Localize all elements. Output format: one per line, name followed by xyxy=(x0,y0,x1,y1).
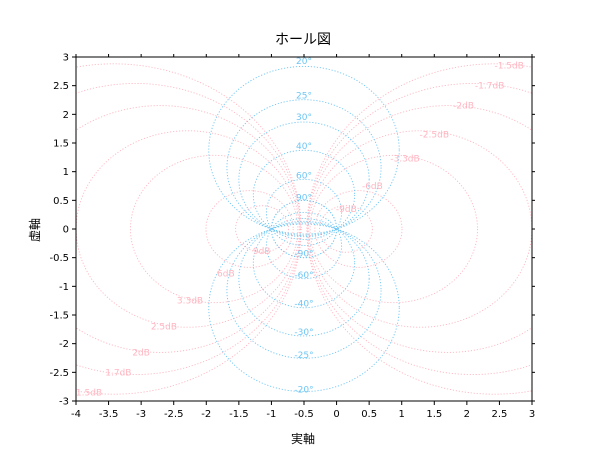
m-circle-label: -6dB xyxy=(362,182,383,192)
x-tick-label: 2 xyxy=(464,409,470,420)
x-tick-label: -2.5 xyxy=(164,409,184,420)
m-circle-label: 9dB xyxy=(253,247,271,257)
n-circle xyxy=(253,219,354,308)
y-tick-label: 1 xyxy=(63,167,69,178)
x-tick-label: -3.5 xyxy=(99,409,119,420)
y-tick-label: -1 xyxy=(59,282,69,293)
m-circle-label: -2dB xyxy=(453,102,474,112)
m-circle-label: -2.5dB xyxy=(420,130,449,140)
x-tick-label: 0 xyxy=(333,409,339,420)
x-tick-label: -1 xyxy=(266,409,276,420)
m-circle xyxy=(307,64,610,394)
chart-title: ホール図 xyxy=(275,32,331,48)
y-tick-label: -1.5 xyxy=(49,311,69,322)
m-circle-label: 1.5dB xyxy=(76,388,102,398)
x-tick-label: -1.5 xyxy=(229,409,249,420)
m-circle-label: 1.7dB xyxy=(105,368,131,378)
x-tick-label: 0.5 xyxy=(361,409,377,420)
m-circle-label: 3.3dB xyxy=(177,297,203,307)
x-tick-label: 2.5 xyxy=(491,409,507,420)
m-circle xyxy=(309,131,532,327)
m-circle-label: 2.5dB xyxy=(151,322,177,332)
x-tick-label: 3 xyxy=(529,409,535,420)
y-tick-label: 1.5 xyxy=(53,139,69,150)
y-tick-label: -0.5 xyxy=(49,253,69,264)
m-circle-label: -1.7dB xyxy=(475,82,504,92)
x-tick-label: -2 xyxy=(201,409,211,420)
m-circle-label: -1.5dB xyxy=(494,62,523,72)
m-circle xyxy=(315,191,402,268)
n-circle-label: -90° xyxy=(294,250,313,260)
x-axis-title: 実軸 xyxy=(291,431,315,446)
x-tick-label: 1 xyxy=(399,409,405,420)
y-axis-title: 虚軸 xyxy=(28,218,42,242)
n-circle-label: 25° xyxy=(296,91,312,101)
n-circle-label: 30° xyxy=(296,113,312,123)
m-circle xyxy=(0,64,301,394)
m-circle xyxy=(206,191,293,268)
n-circle-label: -30° xyxy=(294,328,313,338)
y-tick-label: 0.5 xyxy=(53,196,69,207)
n-circle-label: -25° xyxy=(294,351,313,361)
m-circle-label: -9dB xyxy=(336,205,357,215)
m-circle-label: 6dB xyxy=(217,270,235,280)
m-circle xyxy=(236,206,289,253)
n-circle-label: 60° xyxy=(296,172,312,182)
n-circle-label: -40° xyxy=(294,300,313,310)
y-tick-label: 2.5 xyxy=(53,81,69,92)
n-circle-label: -20° xyxy=(294,386,313,396)
contour-labels-layer: -1.5dB -1.7dB-2dB -2.5dB -3.3dB -6dB -9dB 9dB 6… xyxy=(76,57,524,398)
m-circle-label: 2dB xyxy=(132,348,150,358)
y-tick-label: 0 xyxy=(63,225,69,236)
n-circle-label: 90° xyxy=(296,193,312,203)
y-tick-label: 2 xyxy=(63,110,69,121)
n-circle-label: 20° xyxy=(296,57,312,67)
y-tick-label: 3 xyxy=(63,53,69,64)
m-circle-label: -3.3dB xyxy=(390,154,419,164)
y-tick-label: -2 xyxy=(59,339,69,350)
n-circle-label: -60° xyxy=(294,271,313,281)
x-tick-label: 1.5 xyxy=(426,409,442,420)
y-tick-label: -2.5 xyxy=(49,368,69,379)
n-circle-label: 40° xyxy=(296,142,312,152)
x-tick-label: -4 xyxy=(71,409,81,420)
m-circle xyxy=(308,106,588,353)
x-tick-label: -3 xyxy=(136,409,146,420)
x-tick-label: -0.5 xyxy=(294,409,314,420)
m-circle xyxy=(307,83,610,374)
y-tick-label: -3 xyxy=(59,397,69,408)
